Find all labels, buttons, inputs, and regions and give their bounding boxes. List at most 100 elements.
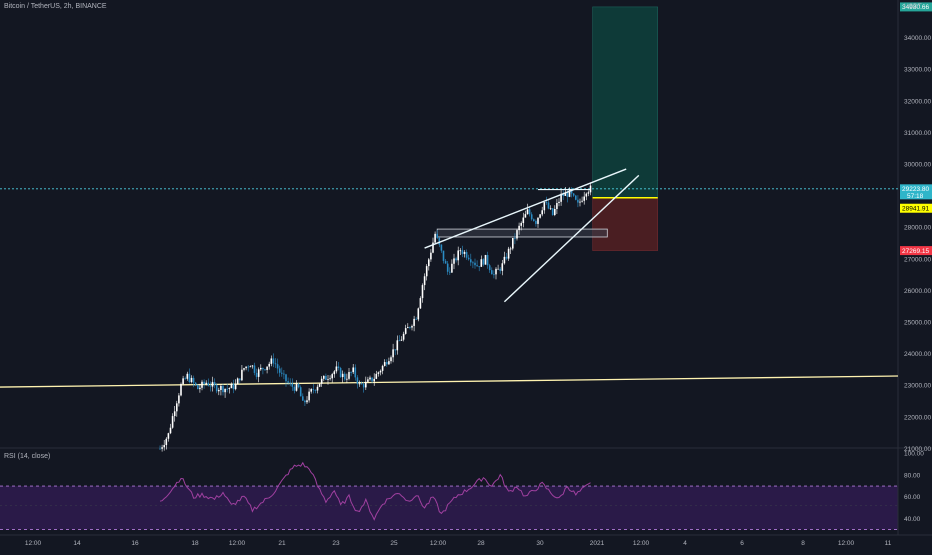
- candle-body: [178, 395, 180, 404]
- candle-body: [432, 242, 434, 253]
- candle-body: [545, 202, 548, 203]
- candle-body: [325, 375, 327, 380]
- candle-body: [239, 378, 241, 381]
- time-tick-label: 12:00: [430, 540, 447, 547]
- candle-body: [360, 383, 363, 385]
- stop-price-value: 27269.15: [902, 248, 929, 255]
- candle-body: [539, 214, 541, 218]
- candle-body: [566, 192, 569, 197]
- price-tick-label: 25000.00: [904, 320, 931, 327]
- candle-body: [484, 255, 487, 265]
- candle-body: [201, 381, 203, 388]
- candle-body: [190, 377, 193, 383]
- time-tick-label: 18: [191, 540, 199, 547]
- price-tick-label: 32000.00: [904, 98, 931, 105]
- price-tick-label: 22000.00: [904, 414, 931, 421]
- time-tick-label: 23: [332, 540, 340, 547]
- candle-body: [314, 390, 317, 391]
- candle-body: [379, 370, 382, 373]
- candle-body: [180, 384, 182, 396]
- candle-body: [564, 192, 567, 196]
- candle-body: [541, 210, 543, 215]
- time-tick-label: 12:00: [838, 540, 855, 547]
- candle-body: [554, 208, 556, 216]
- candle-body: [236, 378, 239, 385]
- candle-body: [419, 298, 422, 309]
- candle-body: [572, 193, 575, 196]
- candle-body: [186, 373, 189, 379]
- rsi-title[interactable]: RSI (14, close): [4, 453, 51, 460]
- candle-body: [459, 250, 462, 252]
- candle-body: [402, 333, 405, 340]
- candle-body: [293, 386, 296, 391]
- candle-body: [537, 217, 539, 224]
- rsi-tick-label: 80.00: [904, 472, 921, 479]
- candle-body: [444, 260, 447, 264]
- time-axis[interactable]: 12:00 14 16 18 12:00 21 23 25 12:00 28 30 2021 12:00…: [25, 540, 892, 547]
- candle-body: [394, 349, 396, 351]
- candle-body: [549, 208, 552, 210]
- price-axis[interactable]: 34000.00 33000.00 32000.00 31000.00 30000.00…: [904, 35, 931, 453]
- candle-body: [367, 379, 369, 382]
- candle-body: [241, 369, 243, 381]
- candle-body: [409, 327, 411, 328]
- candle-body: [274, 363, 277, 365]
- candle-body: [247, 366, 249, 368]
- candle-body: [436, 233, 438, 238]
- candle-body: [377, 372, 380, 374]
- candle-body: [589, 185, 592, 193]
- candle-body: [520, 223, 522, 226]
- candle-body: [396, 340, 399, 351]
- long-term-trend-line[interactable]: [0, 375, 899, 388]
- candle-body: [243, 368, 245, 370]
- wedge-upper-line[interactable]: [424, 168, 627, 249]
- price-tick-label: 33000.00: [904, 67, 931, 74]
- candle-body: [188, 373, 191, 383]
- candle-body: [348, 372, 350, 379]
- candle-body: [302, 396, 304, 401]
- candle-body: [260, 367, 262, 370]
- candle-body: [518, 225, 520, 231]
- rsi-axis[interactable]: 100.00 80.00 60.00 40.00: [904, 451, 924, 523]
- stop-loss-zone[interactable]: [592, 197, 658, 251]
- candle-body: [528, 209, 531, 215]
- candle-body: [291, 383, 294, 387]
- candle-body: [516, 230, 518, 239]
- candle-body: [306, 400, 308, 403]
- candle-body: [255, 372, 258, 377]
- candle-body: [512, 238, 514, 249]
- candle-body: [194, 382, 197, 385]
- candle-body: [320, 378, 323, 384]
- candle-body: [482, 259, 485, 265]
- candle-body: [381, 365, 384, 371]
- price-tick-label: 31000.00: [904, 130, 931, 137]
- candle-body: [207, 382, 210, 386]
- candle-body: [463, 252, 466, 254]
- candle-body: [228, 388, 231, 390]
- candle-body: [335, 366, 338, 372]
- rsi-band: [0, 486, 898, 530]
- take-profit-zone[interactable]: [592, 6, 658, 198]
- candle-body: [390, 357, 392, 362]
- candle-body: [547, 202, 550, 209]
- time-tick-label: 25: [390, 540, 398, 547]
- candle-body: [197, 384, 199, 390]
- candle-body: [451, 263, 453, 273]
- candle-body: [365, 381, 367, 388]
- candle-body: [209, 385, 212, 387]
- symbol-title[interactable]: Bitcoin / TetherUS, 2h, BINANCE: [4, 3, 107, 10]
- rsi-tick-label: 60.00: [904, 494, 921, 501]
- candle-body: [232, 383, 235, 390]
- price-tick-label: 27000.00: [904, 256, 931, 263]
- candle-body: [583, 196, 585, 201]
- currency-label[interactable]: USDT: [904, 3, 922, 10]
- time-tick-label: 30: [536, 540, 544, 547]
- time-tick-label: 12:00: [633, 540, 650, 547]
- candle-body: [230, 383, 233, 389]
- wedge-lower-line[interactable]: [503, 174, 640, 303]
- candle-body: [551, 208, 554, 216]
- time-tick-label: 11: [885, 540, 892, 547]
- current-price-value: 29223.80: [902, 186, 929, 193]
